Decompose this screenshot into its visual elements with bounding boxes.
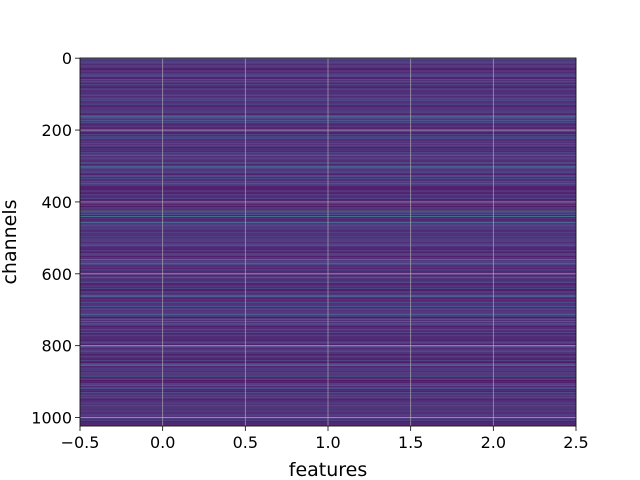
x-tick-label: 2.5	[563, 433, 588, 452]
y-tick-label: 400	[41, 193, 72, 212]
x-tick-label: 0.0	[150, 433, 175, 452]
x-tick-label: 1.5	[398, 433, 423, 452]
y-axis: 0 200 400 600 800 1000	[31, 49, 80, 428]
x-tick-label: −0.5	[61, 433, 100, 452]
x-tick-label: 2.0	[481, 433, 506, 452]
grid-lines	[79, 57, 577, 426]
x-tick-label: 1.0	[315, 433, 340, 452]
x-tick-label: 0.5	[233, 433, 258, 452]
y-axis-label: channels	[0, 199, 21, 284]
y-tick-label: 600	[41, 265, 72, 284]
y-tick-label: 1000	[31, 409, 72, 428]
x-axis: −0.5 0.0 0.5 1.0 1.5 2.0 2.5	[61, 426, 589, 452]
y-tick-label: 800	[41, 337, 72, 356]
y-tick-label: 0	[62, 49, 72, 68]
y-tick-label: 200	[41, 121, 72, 140]
x-axis-label: features	[289, 459, 368, 480]
